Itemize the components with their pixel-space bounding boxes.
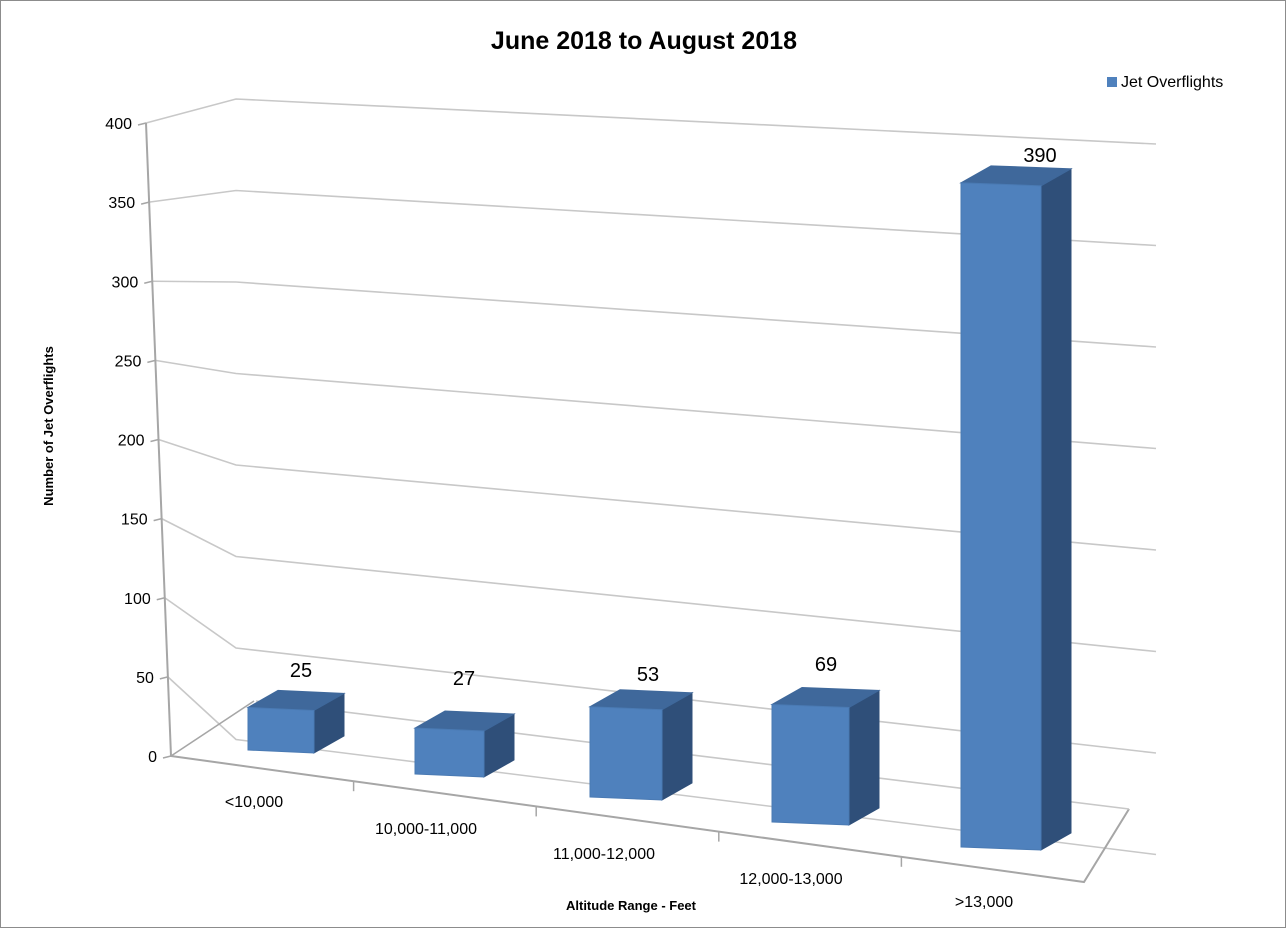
y-tick-mark	[162, 755, 172, 759]
y-tick-mark	[147, 359, 156, 364]
legend: Jet Overflights	[1107, 74, 1223, 91]
legend-label: Jet Overflights	[1121, 74, 1223, 91]
y-tick-mark	[137, 122, 147, 126]
chart-title: June 2018 to August 2018	[491, 27, 797, 55]
y-tick-mark	[153, 517, 162, 522]
bar-front-face	[960, 182, 1042, 851]
x-tick-label: >13,000	[955, 894, 1013, 911]
bar	[959, 165, 1073, 851]
y-tick-mark	[159, 676, 169, 680]
y-tick-label: 250	[115, 353, 142, 370]
gridline	[149, 189, 1157, 247]
x-tick-label: 10,000-11,000	[375, 821, 477, 838]
y-tick-label: 50	[136, 670, 154, 687]
y-tick-label: 200	[118, 433, 145, 450]
bar	[246, 689, 346, 754]
data-label: 25	[290, 660, 312, 682]
y-tick-label: 300	[112, 274, 139, 291]
x-tick-label: <10,000	[225, 794, 283, 811]
gridlines	[145, 98, 1157, 856]
bars	[246, 165, 1073, 851]
gridline	[155, 359, 1157, 450]
data-label: 69	[815, 654, 837, 676]
bar	[413, 710, 516, 778]
x-tick-label: 11,000-12,000	[553, 846, 655, 863]
bar	[770, 686, 881, 826]
gridline	[152, 280, 1157, 348]
bar	[588, 689, 694, 801]
x-axis-title: Altitude Range - Feet	[566, 898, 697, 913]
data-label: 53	[637, 664, 659, 686]
x-tick-label: 12,000-13,000	[739, 871, 842, 888]
y-axis-title: Number of Jet Overflights	[41, 346, 56, 506]
y-tick-label: 100	[124, 591, 151, 608]
y-tick-label: 150	[121, 512, 148, 529]
bar-front-face	[589, 706, 663, 801]
y-axis-ticks: 0 50 100 150 200 250 300 350 400	[105, 116, 172, 766]
bar-side-face	[1040, 167, 1072, 851]
gridline	[145, 98, 1157, 145]
y-tick-label: 0	[148, 749, 157, 766]
bar-front-face	[771, 703, 850, 826]
bar-side-face	[661, 691, 693, 801]
y-tick-label: 400	[105, 116, 132, 133]
data-label: 390	[1023, 145, 1056, 167]
y-tick-mark	[156, 597, 165, 601]
bar-front-face	[247, 706, 315, 754]
bar-side-face	[848, 689, 880, 826]
data-labels: 25 27 53 69 390	[290, 145, 1057, 690]
gridline	[158, 438, 1157, 551]
y-tick-label: 350	[108, 195, 135, 212]
y-tick-mark	[140, 201, 150, 205]
floor-edge	[170, 700, 255, 757]
legend-swatch	[1107, 77, 1117, 87]
bar-front-face	[414, 727, 485, 778]
x-axis-ticks: <10,000 10,000-11,000 11,000-12,000 12,000-…	[225, 781, 1013, 911]
y-tick-mark	[144, 280, 153, 284]
data-label: 27	[453, 668, 475, 690]
y-tick-mark	[150, 438, 159, 443]
gridline	[161, 517, 1157, 653]
